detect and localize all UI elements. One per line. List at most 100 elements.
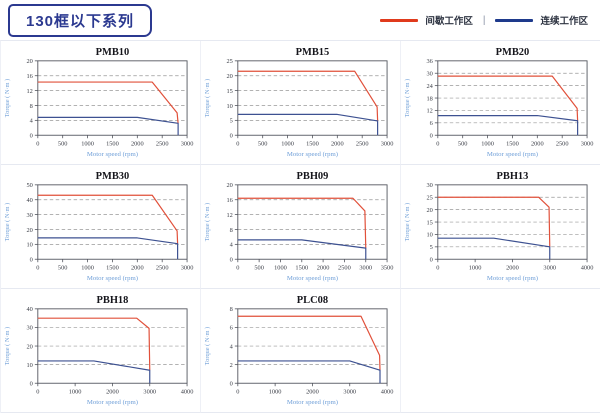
svg-text:25: 25 (426, 195, 432, 202)
continuous-line-swatch (495, 18, 534, 22)
svg-text:3500: 3500 (381, 265, 394, 272)
svg-text:0: 0 (236, 141, 239, 148)
svg-text:12: 12 (226, 212, 232, 219)
svg-text:1500: 1500 (506, 141, 519, 148)
top-bar: 130框以下系列 间歇工作区 | 连续工作区 (0, 0, 600, 40)
chart-cell-pbh18: 0 10 20 30 40 0 1000 2000 3000 4000 PBH18 Motor spe… (1, 289, 201, 413)
svg-text:1500: 1500 (106, 265, 119, 272)
svg-text:2000: 2000 (306, 389, 319, 396)
legend-item-continuous: 连续工作区 (495, 13, 588, 27)
svg-text:15: 15 (226, 88, 232, 95)
svg-text:1500: 1500 (106, 141, 119, 148)
chart-cell-pmb20: 0 6 12 18 24 30 36 0 500 1000 1500 2000 2500 3000 PMB2… (401, 41, 600, 165)
svg-text:500: 500 (58, 141, 68, 148)
svg-text:500: 500 (458, 141, 468, 148)
svg-text:4: 4 (30, 118, 34, 125)
svg-text:Torque ( N·m ): Torque ( N·m ) (204, 79, 211, 117)
series-title-tag: 130框以下系列 (8, 3, 153, 37)
svg-text:3000: 3000 (181, 141, 194, 148)
svg-text:40: 40 (26, 197, 32, 204)
svg-text:Motor speed (rpm): Motor speed (rpm) (87, 275, 138, 282)
chart-pmb10-canvas: 0 4 8 12 16 20 0 500 1000 1500 2000 2500 3000 PMB10 Mo… (4, 47, 194, 158)
svg-text:Motor speed (rpm): Motor speed (rpm) (487, 275, 538, 282)
svg-text:30: 30 (26, 325, 32, 332)
charts-grid: 0 4 8 12 16 20 0 500 1000 1500 2000 2500 3000 PMB10 Mo… (0, 40, 600, 413)
svg-text:2000: 2000 (331, 141, 344, 148)
svg-text:18: 18 (426, 95, 432, 102)
svg-text:Torque ( N·m ): Torque ( N·m ) (204, 203, 211, 241)
svg-text:2500: 2500 (556, 141, 569, 148)
svg-text:50: 50 (26, 182, 32, 189)
svg-text:3000: 3000 (543, 265, 556, 272)
chart-plc08-canvas: 0 2 4 6 8 0 1000 2000 3000 4000 PLC08 Motor speed (… (204, 295, 394, 406)
svg-text:1000: 1000 (69, 389, 82, 396)
svg-text:36: 36 (426, 58, 432, 65)
svg-text:Torque ( N·m ): Torque ( N·m ) (4, 327, 11, 365)
svg-text:4000: 4000 (181, 389, 194, 396)
svg-text:Torque ( N·m ): Torque ( N·m ) (404, 203, 411, 241)
svg-text:3000: 3000 (181, 265, 194, 272)
svg-text:20: 20 (26, 343, 32, 350)
svg-text:2500: 2500 (156, 265, 169, 272)
svg-text:Torque ( N·m ): Torque ( N·m ) (204, 327, 211, 365)
svg-text:0: 0 (36, 141, 39, 148)
svg-text:PBH13: PBH13 (496, 171, 528, 182)
chart-pmb20-canvas: 0 6 12 18 24 30 36 0 500 1000 1500 2000 2500 3000 PMB2… (404, 47, 593, 158)
svg-text:1000: 1000 (481, 141, 494, 148)
svg-text:5: 5 (230, 118, 233, 125)
chart-cell-pmb10: 0 4 8 12 16 20 0 500 1000 1500 2000 2500 3000 PMB10 Mo… (1, 41, 201, 165)
svg-text:PBH18: PBH18 (96, 295, 128, 306)
svg-text:2000: 2000 (131, 141, 144, 148)
svg-text:10: 10 (26, 242, 32, 249)
svg-text:0: 0 (236, 265, 239, 272)
chart-pbh13-canvas: 0 5 10 15 20 25 30 0 1000 2000 3000 4000 PBH13 Motor … (404, 171, 594, 282)
svg-text:24: 24 (426, 83, 433, 90)
svg-text:PLC08: PLC08 (297, 295, 328, 306)
svg-text:2500: 2500 (338, 265, 351, 272)
svg-text:1000: 1000 (81, 141, 94, 148)
svg-text:1500: 1500 (306, 141, 319, 148)
svg-text:2000: 2000 (506, 265, 519, 272)
svg-text:Motor speed (rpm): Motor speed (rpm) (287, 399, 338, 406)
svg-text:0: 0 (230, 257, 233, 264)
svg-text:3000: 3000 (381, 141, 394, 148)
empty-cell (401, 289, 600, 413)
svg-text:0: 0 (30, 133, 33, 140)
chart-cell-plc08: 0 2 4 6 8 0 1000 2000 3000 4000 PLC08 Motor speed (… (201, 289, 401, 413)
svg-text:3000: 3000 (343, 389, 356, 396)
svg-text:4000: 4000 (381, 389, 394, 396)
legend-separator: | (482, 14, 486, 26)
chart-pbh18-canvas: 0 10 20 30 40 0 1000 2000 3000 4000 PBH18 Motor spe… (4, 295, 194, 406)
svg-text:Motor speed (rpm): Motor speed (rpm) (487, 151, 538, 158)
svg-text:Torque ( N·m ): Torque ( N·m ) (404, 79, 411, 117)
svg-text:0: 0 (436, 265, 439, 272)
svg-text:Motor speed (rpm): Motor speed (rpm) (87, 151, 138, 158)
svg-text:1000: 1000 (281, 141, 294, 148)
svg-text:0: 0 (30, 381, 33, 388)
svg-text:2500: 2500 (156, 141, 169, 148)
svg-text:500: 500 (258, 141, 268, 148)
svg-text:20: 20 (26, 227, 32, 234)
svg-text:6: 6 (430, 120, 433, 127)
svg-text:0: 0 (30, 257, 33, 264)
svg-text:1000: 1000 (274, 265, 287, 272)
svg-text:1000: 1000 (469, 265, 482, 272)
svg-text:8: 8 (230, 306, 233, 313)
svg-text:0: 0 (430, 257, 433, 264)
svg-text:5: 5 (430, 244, 433, 251)
svg-text:12: 12 (26, 88, 32, 95)
svg-text:PMB20: PMB20 (496, 47, 530, 58)
svg-text:3000: 3000 (143, 389, 156, 396)
svg-text:4000: 4000 (581, 265, 594, 272)
svg-text:Torque ( N·m ): Torque ( N·m ) (4, 203, 11, 241)
svg-text:2000: 2000 (131, 265, 144, 272)
svg-text:8: 8 (30, 103, 33, 110)
svg-text:500: 500 (58, 265, 68, 272)
svg-text:PMB30: PMB30 (96, 171, 130, 182)
svg-text:2: 2 (230, 362, 233, 369)
svg-text:20: 20 (26, 58, 32, 65)
svg-text:30: 30 (26, 212, 32, 219)
svg-text:2000: 2000 (317, 265, 330, 272)
svg-text:0: 0 (436, 141, 439, 148)
svg-text:Torque ( N·m ): Torque ( N·m ) (4, 79, 11, 117)
